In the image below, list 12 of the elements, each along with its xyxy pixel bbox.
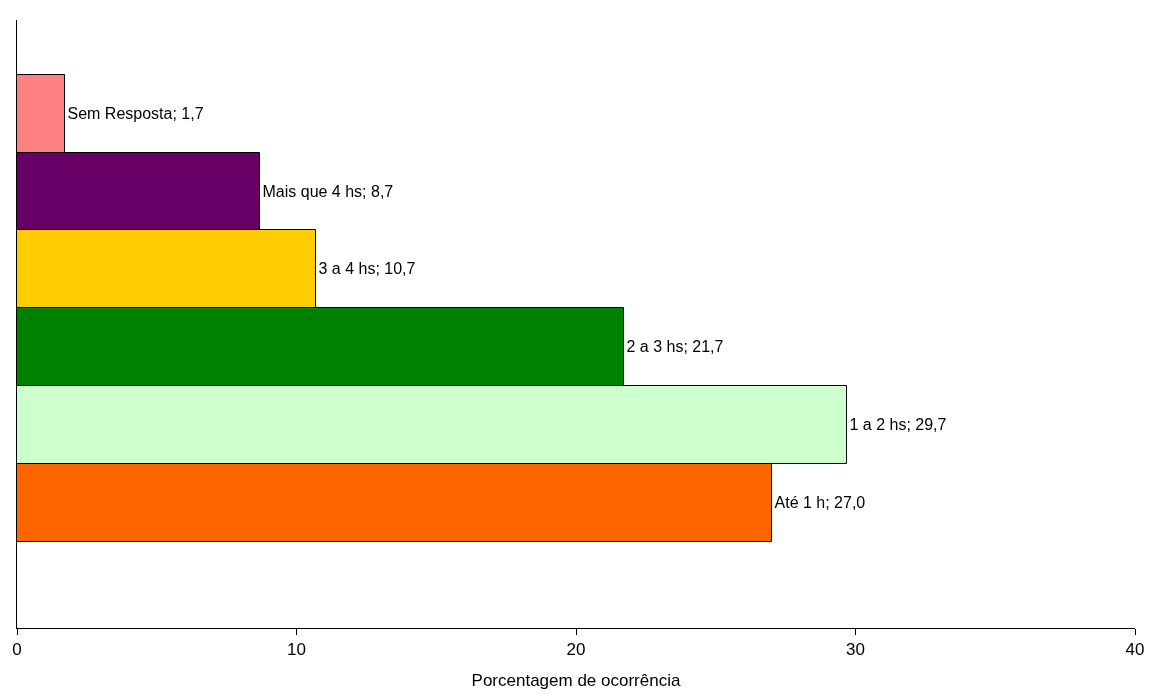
x-tick-label: 40 [1125,640,1145,660]
data-label: 3 a 4 hs; 10,7 [318,260,416,277]
data-label: Sem Resposta; 1,7 [67,105,204,122]
x-tick-label: 10 [287,640,306,660]
data-label: 2 a 3 hs; 21,7 [626,338,724,355]
data-label: Até 1 h; 27,0 [774,494,866,511]
x-tick-label: 30 [846,640,865,660]
data-label: 1 a 2 hs; 29,7 [849,416,947,433]
data-label: Mais que 4 hs; 8,7 [262,182,394,200]
x-axis-title: Porcentagem de ocorrência [471,670,681,690]
x-tick-label: 20 [566,640,586,660]
x-tick-label: 0 [12,640,22,660]
